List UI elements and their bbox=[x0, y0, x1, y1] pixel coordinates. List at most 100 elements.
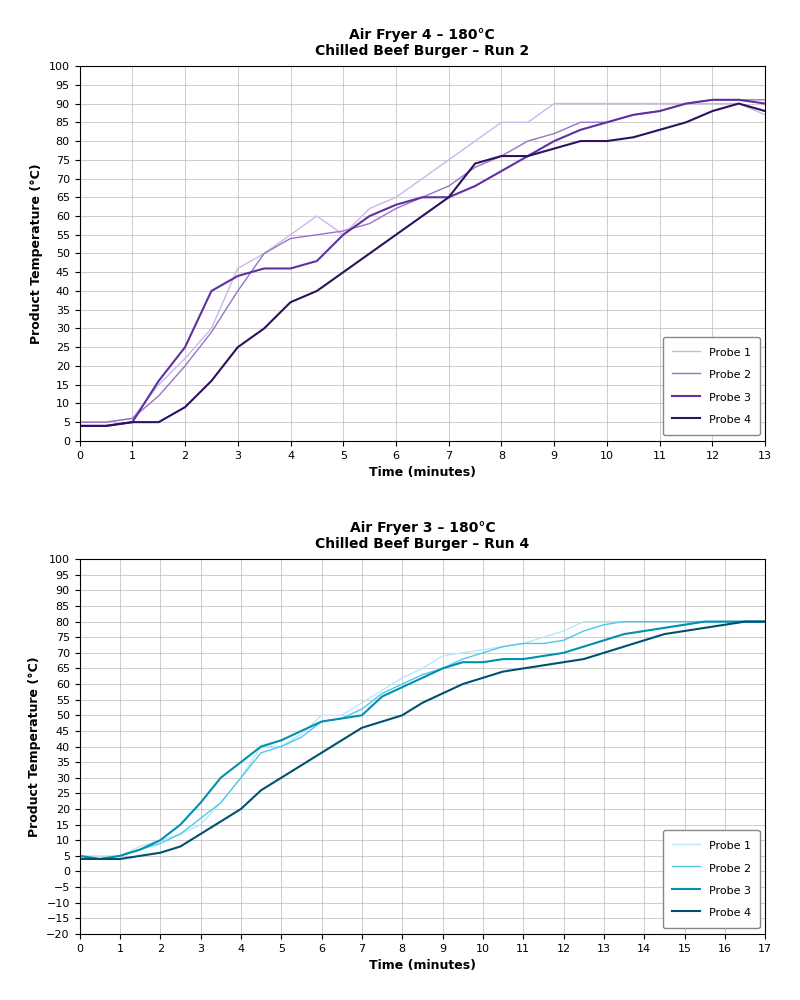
Line: Probe 2: Probe 2 bbox=[79, 622, 765, 859]
Probe 2 bbox=[127, 412, 137, 424]
Probe 3 bbox=[444, 191, 454, 203]
Probe 3 bbox=[175, 819, 185, 831]
Probe 2 bbox=[538, 637, 548, 649]
Probe 2 bbox=[115, 850, 125, 862]
Probe 1 bbox=[155, 834, 165, 846]
Probe 1 bbox=[338, 229, 348, 241]
Probe 2 bbox=[286, 232, 295, 244]
Probe 2 bbox=[365, 218, 374, 230]
Probe 2 bbox=[95, 853, 105, 865]
Legend: Probe 1, Probe 2, Probe 3, Probe 4: Probe 1, Probe 2, Probe 3, Probe 4 bbox=[663, 337, 760, 435]
Probe 4 bbox=[337, 734, 346, 746]
Probe 3 bbox=[418, 191, 427, 203]
Probe 1 bbox=[286, 229, 295, 241]
Probe 4 bbox=[236, 803, 246, 815]
Probe 2 bbox=[599, 619, 609, 631]
Probe 1 bbox=[196, 819, 206, 831]
Probe 1 bbox=[538, 631, 548, 643]
Probe 3 bbox=[337, 712, 346, 724]
Probe 1 bbox=[175, 828, 185, 840]
Probe 3 bbox=[236, 756, 246, 768]
Probe 3 bbox=[708, 94, 718, 106]
Probe 1 bbox=[74, 416, 84, 428]
Probe 1 bbox=[740, 616, 750, 628]
Probe 4 bbox=[418, 697, 427, 709]
Probe 2 bbox=[734, 94, 743, 106]
Probe 1 bbox=[216, 797, 226, 809]
X-axis label: Time (minutes): Time (minutes) bbox=[369, 959, 476, 972]
Probe 1 bbox=[418, 173, 427, 185]
Probe 1 bbox=[418, 662, 427, 674]
Probe 1 bbox=[700, 616, 710, 628]
Probe 2 bbox=[135, 844, 145, 856]
Probe 4 bbox=[602, 135, 612, 147]
Probe 3 bbox=[599, 634, 609, 646]
Probe 4 bbox=[444, 191, 454, 203]
Probe 4 bbox=[175, 840, 185, 852]
Probe 4 bbox=[760, 616, 770, 628]
Probe 2 bbox=[700, 616, 710, 628]
Probe 1 bbox=[639, 616, 649, 628]
Probe 4 bbox=[599, 647, 609, 659]
Probe 4 bbox=[216, 816, 226, 828]
Probe 4 bbox=[338, 266, 348, 278]
Probe 2 bbox=[740, 616, 750, 628]
Probe 3 bbox=[127, 416, 137, 428]
Probe 4 bbox=[259, 322, 269, 334]
Probe 4 bbox=[523, 150, 533, 162]
Probe 2 bbox=[444, 180, 454, 192]
Probe 2 bbox=[418, 191, 427, 203]
Probe 3 bbox=[478, 656, 488, 668]
Probe 4 bbox=[180, 401, 190, 413]
Probe 4 bbox=[206, 375, 216, 387]
Probe 2 bbox=[357, 703, 366, 715]
Probe 4 bbox=[659, 628, 669, 640]
Probe 1 bbox=[391, 191, 401, 203]
Probe 2 bbox=[579, 625, 589, 637]
Probe 3 bbox=[101, 420, 110, 432]
Probe 3 bbox=[734, 94, 743, 106]
Probe 3 bbox=[760, 616, 770, 628]
Probe 4 bbox=[233, 341, 242, 353]
Probe 1 bbox=[470, 135, 480, 147]
Line: Probe 1: Probe 1 bbox=[79, 104, 765, 422]
Y-axis label: Product Temperature (°C): Product Temperature (°C) bbox=[28, 656, 41, 837]
Probe 3 bbox=[256, 741, 266, 753]
Probe 4 bbox=[576, 135, 586, 147]
Probe 3 bbox=[497, 165, 506, 177]
Probe 3 bbox=[498, 653, 508, 665]
Probe 4 bbox=[297, 759, 306, 771]
Probe 2 bbox=[101, 416, 110, 428]
Probe 4 bbox=[391, 229, 401, 241]
Probe 2 bbox=[216, 797, 226, 809]
Probe 4 bbox=[740, 616, 750, 628]
Probe 2 bbox=[497, 150, 506, 162]
Probe 2 bbox=[233, 285, 242, 297]
Probe 1 bbox=[720, 616, 730, 628]
Probe 4 bbox=[438, 687, 447, 699]
Probe 2 bbox=[236, 772, 246, 784]
Probe 2 bbox=[317, 716, 326, 728]
Probe 1 bbox=[438, 650, 447, 662]
Probe 2 bbox=[256, 747, 266, 759]
X-axis label: Time (minutes): Time (minutes) bbox=[369, 466, 476, 479]
Probe 4 bbox=[135, 850, 145, 862]
Probe 3 bbox=[338, 229, 348, 241]
Title: Air Fryer 4 – 180°C
Chilled Beef Burger – Run 2: Air Fryer 4 – 180°C Chilled Beef Burger … bbox=[315, 28, 530, 58]
Probe 2 bbox=[619, 616, 629, 628]
Probe 3 bbox=[297, 725, 306, 737]
Probe 4 bbox=[639, 634, 649, 646]
Probe 1 bbox=[135, 840, 145, 852]
Probe 2 bbox=[154, 390, 163, 402]
Probe 1 bbox=[523, 116, 533, 128]
Probe 2 bbox=[682, 98, 691, 110]
Probe 2 bbox=[550, 128, 559, 140]
Probe 2 bbox=[478, 647, 488, 659]
Probe 3 bbox=[682, 98, 691, 110]
Probe 4 bbox=[127, 416, 137, 428]
Probe 2 bbox=[708, 94, 718, 106]
Probe 4 bbox=[312, 285, 322, 297]
Probe 2 bbox=[523, 135, 533, 147]
Probe 1 bbox=[680, 616, 690, 628]
Probe 4 bbox=[365, 247, 374, 259]
